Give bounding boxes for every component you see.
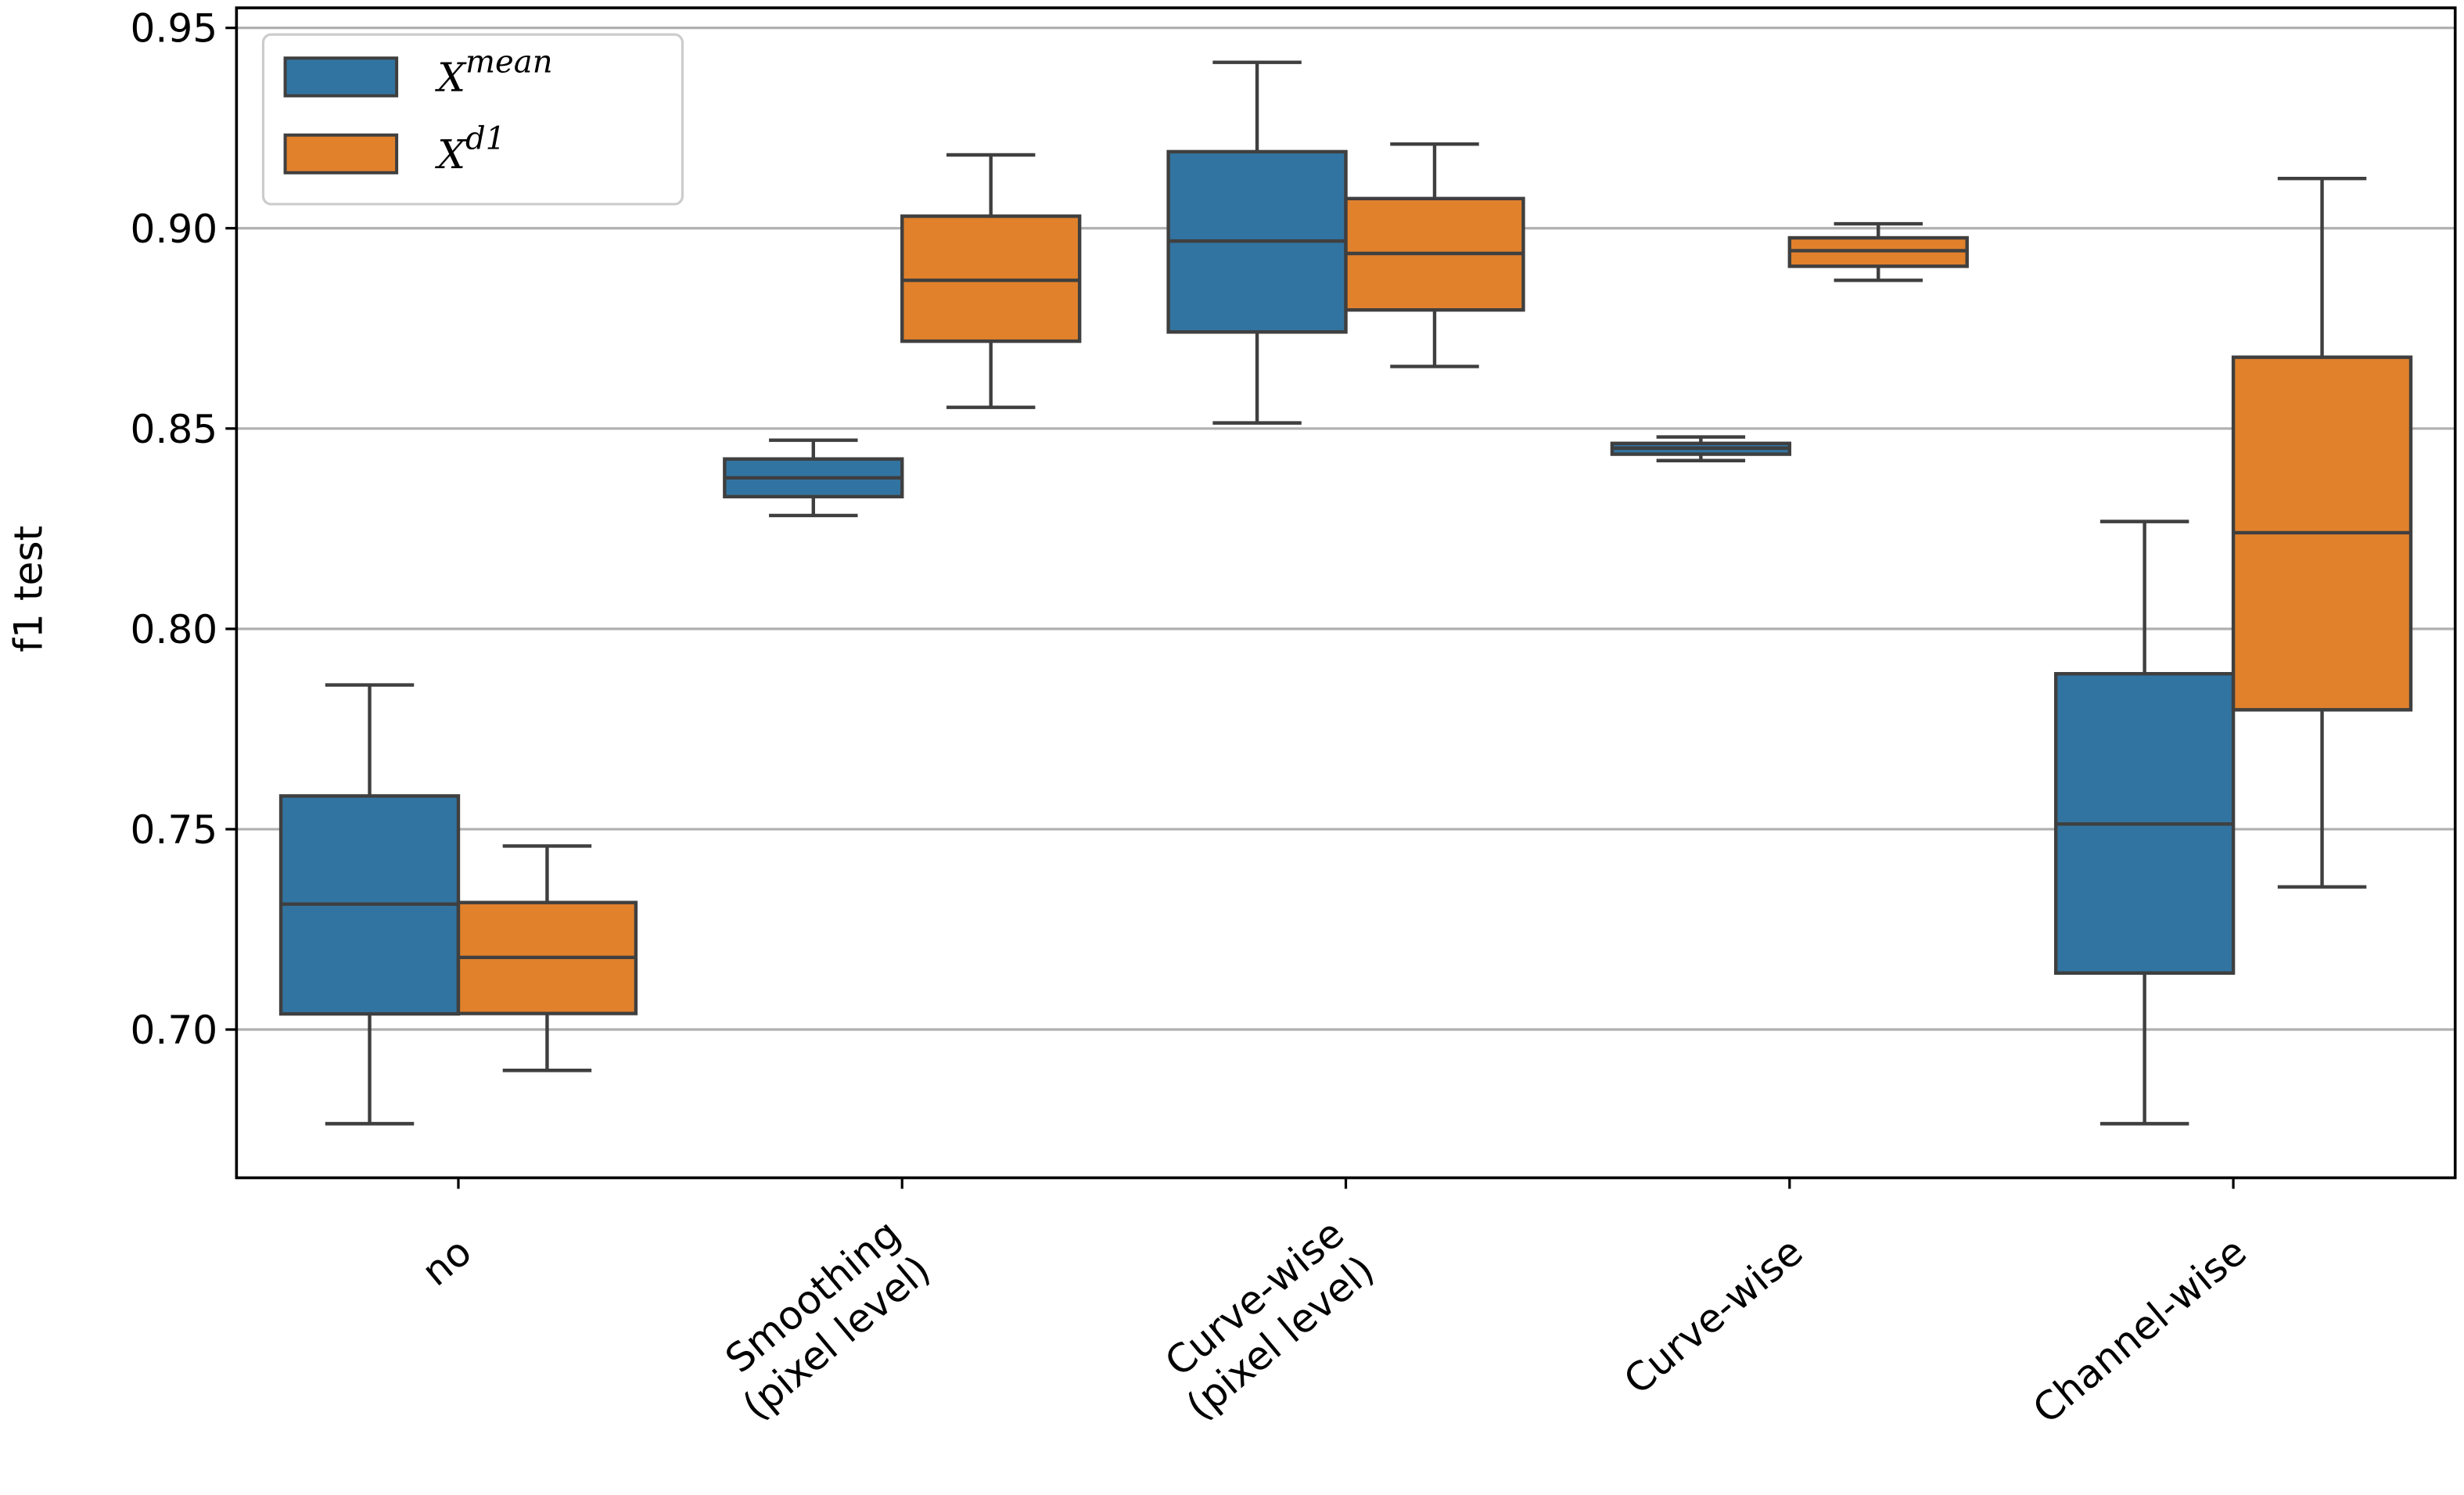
legend-label-base: X xyxy=(434,54,467,100)
x-tick-label-line: Curve-wise xyxy=(1615,1228,1812,1403)
x-tick-label: Curve-wise(pixel level) xyxy=(1147,1210,1382,1429)
x-tick-label: Channel-wise xyxy=(2024,1228,2255,1432)
x-tick-label: no xyxy=(413,1228,480,1295)
x-tick-label-line: Channel-wise xyxy=(2024,1228,2255,1432)
legend-label-superscript: d1 xyxy=(465,121,505,157)
x-tick-label: Smoothing(pixel level) xyxy=(703,1210,939,1429)
y-tick-label: 0.85 xyxy=(131,406,218,452)
plot-frame xyxy=(235,6,2457,1180)
y-tick-label: 0.75 xyxy=(131,807,218,853)
legend-label: Xmean xyxy=(434,44,552,100)
y-tick-label: 0.95 xyxy=(131,5,218,52)
y-tick-label: 0.70 xyxy=(131,1007,218,1053)
x-tick-label-line: no xyxy=(413,1228,480,1295)
y-tick-label: 0.90 xyxy=(131,206,218,252)
x-tick-label: Curve-wise xyxy=(1615,1228,1812,1403)
legend-label: Xd1 xyxy=(434,121,505,178)
legend-label-base: X xyxy=(434,131,467,178)
y-axis-label: f1 test xyxy=(5,526,51,652)
y-tick-label: 0.80 xyxy=(131,606,218,652)
legend-swatch xyxy=(283,56,399,98)
legend-swatch xyxy=(283,133,399,174)
legend-label-superscript: mean xyxy=(465,44,553,80)
